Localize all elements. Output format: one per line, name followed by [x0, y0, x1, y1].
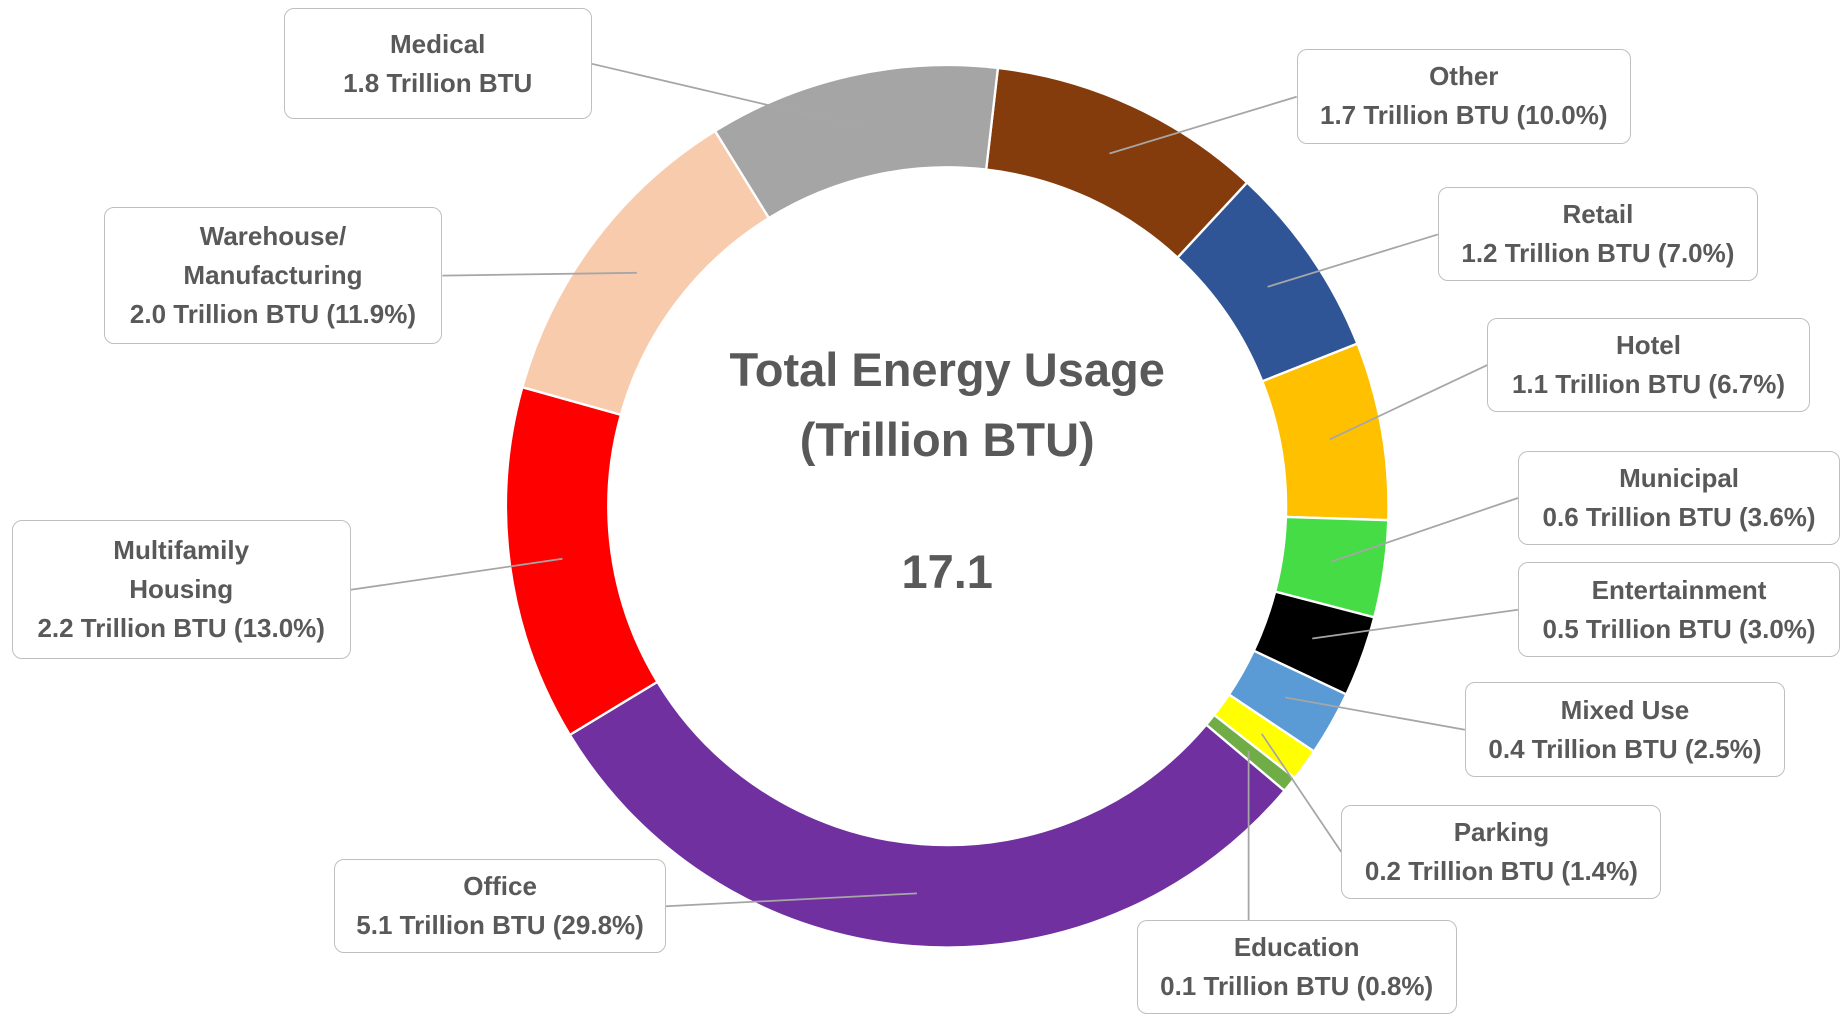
label-name: Warehouse/ Manufacturing — [183, 220, 363, 290]
label-name: Other — [1429, 61, 1499, 92]
label-name: Mixed Use — [1560, 694, 1690, 725]
data-label: Other 1.7 Trillion BTU (10.0%) — [1296, 49, 1631, 144]
label-name: Municipal — [1619, 462, 1740, 493]
leader-line — [1331, 497, 1519, 563]
data-label: Hotel 1.1 Trillion BTU (6.7%) — [1487, 317, 1810, 412]
leader-line — [591, 62, 863, 129]
label-value: 1.2 Trillion BTU (7.0%) — [1461, 238, 1735, 269]
leader-line — [665, 892, 917, 908]
leader-line — [1261, 733, 1343, 853]
leader-line — [1109, 95, 1297, 155]
donut-slice — [568, 680, 1287, 949]
donut-slice — [713, 63, 1000, 220]
label-value: 0.5 Trillion BTU (3.0%) — [1542, 613, 1816, 644]
leader-line — [442, 271, 637, 277]
label-value: 2.0 Trillion BTU (11.9%) — [129, 298, 416, 329]
data-label: Medical 1.8 Trillion BTU — [283, 8, 592, 119]
label-value: 0.4 Trillion BTU (2.5%) — [1488, 733, 1762, 764]
leader-line — [350, 557, 563, 591]
leader-line — [1267, 233, 1439, 288]
label-name: Retail — [1562, 199, 1634, 230]
label-value: 5.1 Trillion BTU (29.8%) — [356, 910, 644, 941]
leader-line — [1312, 608, 1519, 640]
leader-line — [1285, 696, 1466, 731]
chart-title: Total Energy Usage (Trillion BTU) — [729, 343, 1165, 467]
data-label: Office 5.1 Trillion BTU (29.8%) — [334, 858, 666, 954]
label-name: Hotel — [1615, 329, 1681, 360]
label-name: Office — [463, 871, 537, 902]
data-label: Parking 0.2 Trillion BTU (1.4%) — [1341, 804, 1662, 899]
data-label: Multifamily Housing 2.2 Trillion BTU (13.… — [11, 520, 351, 659]
label-value: 1.8 Trillion BTU — [343, 67, 533, 98]
data-label: Warehouse/ Manufacturing 2.0 Trillion BTU… — [103, 207, 443, 344]
donut-slice — [504, 385, 659, 737]
label-value: 2.2 Trillion BTU (13.0%) — [37, 613, 325, 643]
label-name: Entertainment — [1591, 574, 1767, 605]
label-value: 0.6 Trillion BTU (3.6%) — [1542, 501, 1816, 532]
data-label: Entertainment 0.5 Trillion BTU (3.0%) — [1517, 562, 1841, 657]
total-value: 17.1 — [901, 544, 993, 598]
data-label: Mixed Use 0.4 Trillion BTU (2.5%) — [1464, 682, 1785, 777]
label-value: 1.7 Trillion BTU (10.0%) — [1319, 100, 1608, 131]
label-value: 0.2 Trillion BTU (1.4%) — [1364, 855, 1638, 886]
data-label: Retail 1.2 Trillion BTU (7.0%) — [1437, 187, 1758, 282]
label-value: 0.1 Trillion BTU (0.8%) — [1160, 971, 1434, 1002]
label-name: Education — [1233, 932, 1360, 963]
label-value: 1.1 Trillion BTU (6.7%) — [1511, 368, 1785, 399]
label-name: Parking — [1453, 816, 1550, 847]
data-label: Municipal 0.6 Trillion BTU (3.6%) — [1517, 450, 1841, 545]
label-name: Medical — [390, 28, 486, 59]
label-name: Multifamily Housing — [113, 535, 250, 604]
data-label: Education 0.1 Trillion BTU (0.8%) — [1136, 920, 1457, 1015]
leader-line — [1329, 364, 1488, 441]
